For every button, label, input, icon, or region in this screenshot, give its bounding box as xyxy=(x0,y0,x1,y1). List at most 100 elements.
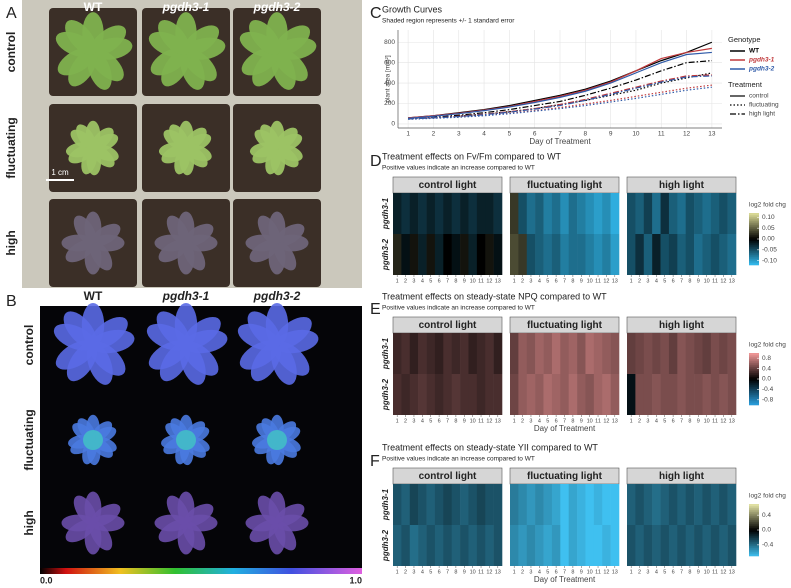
heat-cell xyxy=(526,374,536,415)
heat-cell xyxy=(434,234,444,275)
heat-cell xyxy=(643,333,653,374)
heat-cell xyxy=(476,193,486,234)
colorbar-step xyxy=(749,377,759,380)
colorbar-step xyxy=(749,217,759,220)
x-tick-label: 10 xyxy=(704,418,710,424)
heat-cell xyxy=(727,234,737,275)
heat-cell xyxy=(719,193,728,234)
x-tick-label: 10 xyxy=(470,418,476,424)
x-tick-label: 8 xyxy=(454,278,457,284)
heat-cell xyxy=(543,234,553,275)
x-tick-label: 5 xyxy=(546,569,549,575)
legend-label: WT xyxy=(749,48,759,55)
colorbar-step xyxy=(749,225,759,228)
colorbar-step xyxy=(749,245,759,248)
heat-cell xyxy=(401,193,411,234)
x-tick-label: 9 xyxy=(580,278,583,284)
growth-line xyxy=(408,75,712,120)
heat-cell xyxy=(451,484,461,525)
heat-cell xyxy=(685,234,695,275)
heat-cell xyxy=(476,484,486,525)
heat-cell xyxy=(702,374,712,415)
x-axis-label: Day of Treatment xyxy=(534,424,596,433)
heat-cell xyxy=(460,374,469,415)
heat-cell xyxy=(443,525,452,566)
heat-cell xyxy=(702,525,712,566)
colorbar-step xyxy=(749,365,759,368)
legend-label: fluctuating xyxy=(749,102,779,109)
x-tick-label: 10 xyxy=(587,418,593,424)
heat-cell xyxy=(543,374,553,415)
heat-cell xyxy=(460,525,469,566)
x-tick-label: 11 xyxy=(712,418,718,424)
y-tick-label: 600 xyxy=(384,59,395,66)
x-tick-label: 9 xyxy=(697,278,700,284)
heat-cell xyxy=(468,484,478,525)
x-tick-label: 9 xyxy=(463,418,466,424)
colorbar-step xyxy=(749,520,759,523)
heat-cell xyxy=(585,484,595,525)
heat-cell xyxy=(418,193,427,234)
heat-cell xyxy=(518,374,528,415)
heat-cell xyxy=(560,193,569,234)
heat-cell xyxy=(518,484,528,525)
colorbar-step xyxy=(749,251,759,254)
heat-cell xyxy=(593,374,603,415)
colorbar-step xyxy=(749,504,759,507)
x-tick-label: 8 xyxy=(584,131,588,138)
row-header: fluctuating xyxy=(4,117,18,178)
facet-label: control light xyxy=(419,320,477,331)
x-tick-label: 6 xyxy=(533,131,537,138)
colorbar-step xyxy=(749,532,759,535)
x-tick-label: 1 xyxy=(396,418,399,424)
heat-cell xyxy=(493,484,503,525)
heat-cell xyxy=(443,374,452,415)
heat-cell xyxy=(677,193,686,234)
x-tick-label: 11 xyxy=(478,569,484,575)
heat-cell xyxy=(393,484,402,525)
facet-label: high light xyxy=(659,180,705,191)
heat-cell xyxy=(493,525,503,566)
colorbar-step xyxy=(749,381,759,384)
colorbar-step xyxy=(749,219,759,222)
colorbar-step xyxy=(749,528,759,531)
heat-cell xyxy=(426,333,436,374)
x-tick-label: 1 xyxy=(630,278,633,284)
heat-cell xyxy=(585,333,595,374)
x-tick-label: 8 xyxy=(571,418,574,424)
x-tick-label: 3 xyxy=(412,278,415,284)
heat-cell xyxy=(551,374,561,415)
heat-cell xyxy=(652,374,661,415)
heat-cell xyxy=(710,484,720,525)
x-tick-label: 13 xyxy=(612,418,618,424)
row-label: pgdh3-1 xyxy=(381,197,390,230)
heat-cell xyxy=(409,484,419,525)
heat-cell xyxy=(418,525,427,566)
heat-cell xyxy=(685,193,695,234)
heat-cell xyxy=(568,374,578,415)
colorbar-tick-label: 0.05 xyxy=(762,225,775,232)
x-tick-label: 7 xyxy=(680,418,683,424)
colorbar-tick-label: -0.8 xyxy=(762,397,774,404)
chart-title: Treatment effects on Fv/Fm compared to W… xyxy=(382,151,562,161)
heat-cell xyxy=(593,193,603,234)
x-tick-label: 6 xyxy=(555,569,558,575)
colorbar-step xyxy=(749,550,759,553)
heat-cell xyxy=(727,374,737,415)
colorbar-tick-label: 0.8 xyxy=(762,355,771,362)
x-tick-label: 11 xyxy=(658,131,665,138)
facet-label: fluctuating light xyxy=(527,320,603,331)
legend-label: control xyxy=(749,93,769,100)
heat-cell xyxy=(668,193,678,234)
heat-cell xyxy=(635,484,645,525)
heat-cell xyxy=(577,374,586,415)
heat-cell xyxy=(518,525,528,566)
colorbar-tick-label: 0.4 xyxy=(762,512,771,519)
heat-cell xyxy=(493,193,503,234)
heat-cell xyxy=(635,525,645,566)
row-header: control xyxy=(22,325,36,366)
heat-cell xyxy=(535,484,544,525)
colorbar-step xyxy=(749,510,759,513)
x-tick-label: 10 xyxy=(632,131,640,138)
